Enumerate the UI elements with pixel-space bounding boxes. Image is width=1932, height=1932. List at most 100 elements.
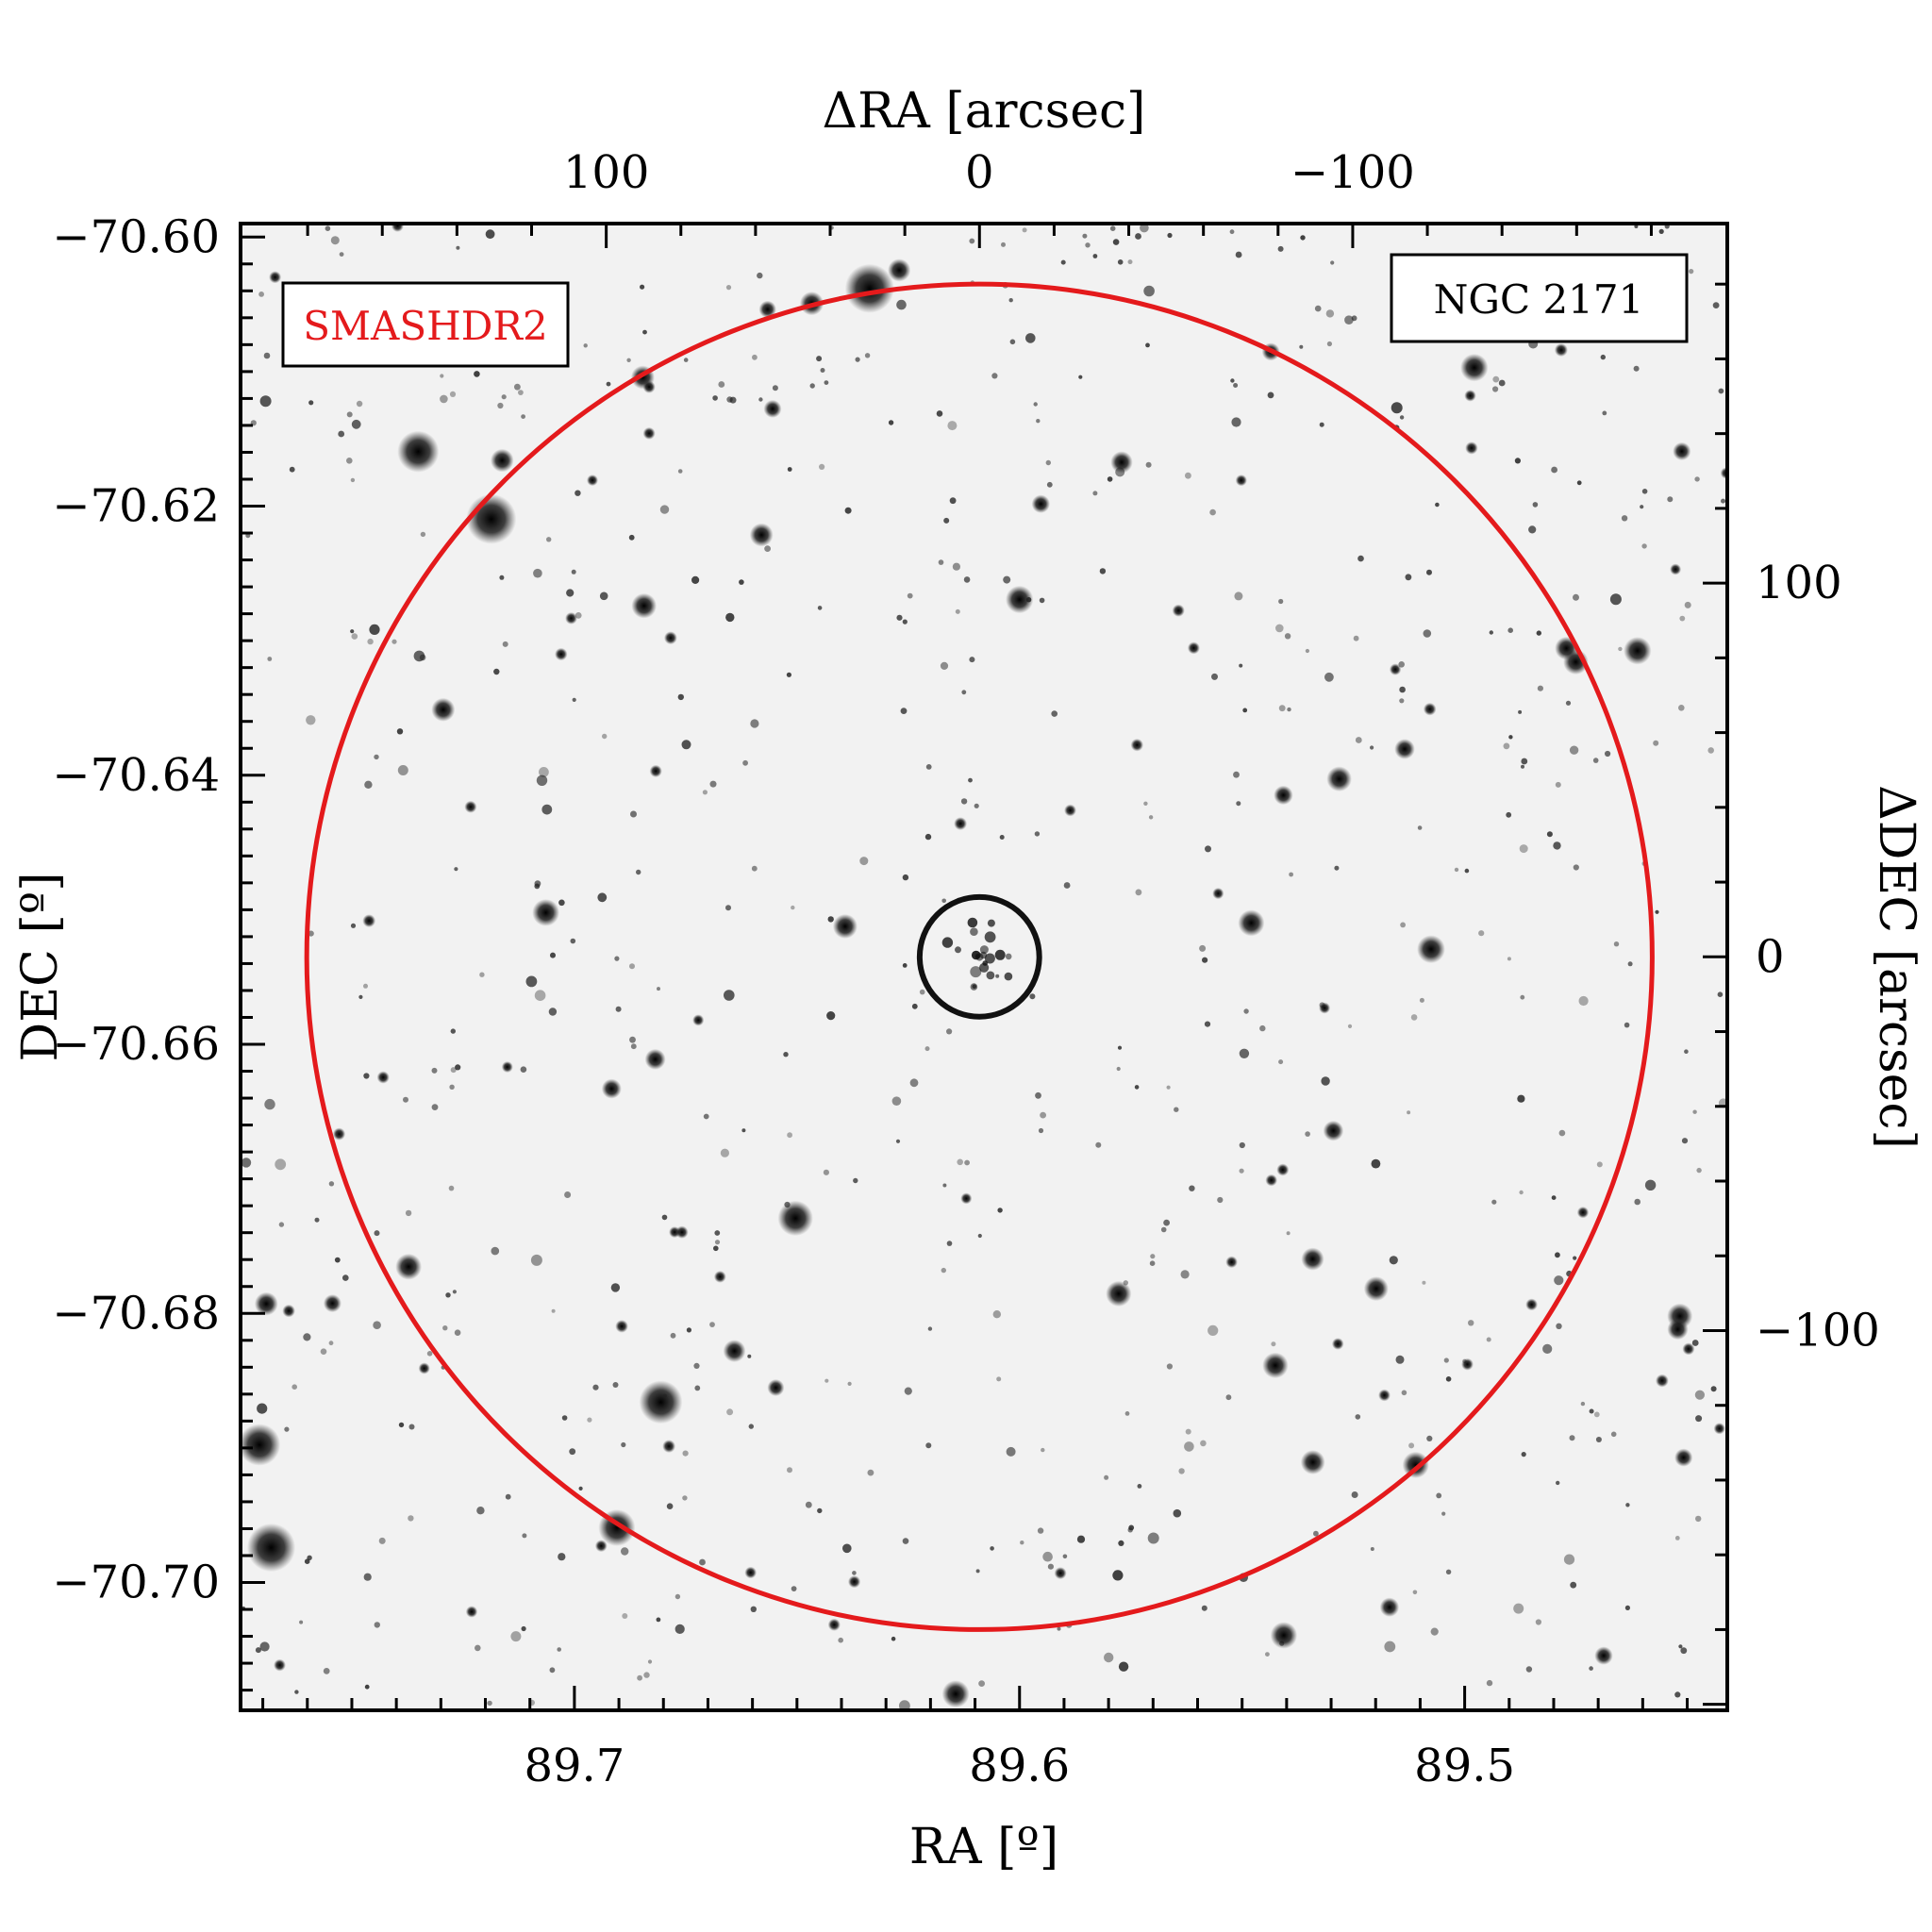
star bbox=[1441, 1511, 1446, 1516]
star bbox=[308, 400, 314, 406]
star bbox=[1124, 1411, 1130, 1416]
star bbox=[1323, 1120, 1344, 1141]
star bbox=[1035, 1091, 1041, 1099]
star bbox=[445, 1292, 451, 1298]
star bbox=[1225, 1256, 1238, 1269]
star bbox=[1205, 845, 1211, 853]
star bbox=[1558, 1129, 1566, 1137]
star bbox=[1319, 422, 1324, 427]
star bbox=[1422, 1280, 1426, 1285]
star bbox=[977, 1233, 982, 1239]
star bbox=[720, 1148, 730, 1158]
star bbox=[949, 497, 957, 505]
star bbox=[902, 1538, 909, 1544]
star bbox=[1092, 254, 1098, 258]
star bbox=[501, 1061, 513, 1073]
star bbox=[1115, 467, 1125, 477]
star bbox=[662, 1393, 667, 1398]
star bbox=[1325, 309, 1335, 318]
cluster-star bbox=[970, 966, 982, 978]
star bbox=[824, 380, 829, 385]
star bbox=[902, 963, 908, 968]
star bbox=[514, 383, 521, 391]
star bbox=[376, 1071, 390, 1084]
star bbox=[1148, 815, 1154, 820]
star bbox=[739, 579, 744, 585]
cluster-star bbox=[941, 937, 954, 948]
star bbox=[1569, 1435, 1575, 1441]
star bbox=[1656, 1374, 1669, 1388]
star bbox=[1478, 930, 1485, 937]
star bbox=[1618, 646, 1623, 652]
star bbox=[670, 1332, 676, 1339]
star bbox=[536, 774, 548, 786]
star bbox=[391, 224, 404, 232]
star bbox=[642, 426, 656, 440]
object-label: NGC 2171 bbox=[1434, 276, 1644, 323]
star bbox=[1551, 1195, 1557, 1200]
star bbox=[1407, 1110, 1411, 1115]
star bbox=[1278, 1059, 1284, 1065]
star bbox=[491, 1246, 500, 1256]
star bbox=[1300, 1450, 1325, 1474]
star bbox=[1117, 259, 1124, 265]
star bbox=[820, 368, 825, 373]
star bbox=[448, 1185, 455, 1191]
star bbox=[1423, 629, 1432, 638]
tick-labels: 89.7 89.6 89.5 −70.60 −70.62 −70.64 −70.66 −70.… bbox=[52, 146, 1879, 1792]
star bbox=[1326, 341, 1332, 347]
star bbox=[1555, 781, 1561, 788]
star bbox=[456, 245, 460, 250]
star bbox=[787, 467, 792, 472]
survey-label: SMASHDR2 bbox=[303, 303, 548, 349]
star bbox=[1398, 661, 1405, 668]
star bbox=[474, 371, 480, 377]
star bbox=[1110, 451, 1133, 474]
star bbox=[824, 1378, 829, 1383]
star bbox=[1537, 685, 1543, 691]
star bbox=[1344, 315, 1354, 325]
star bbox=[1001, 242, 1006, 247]
star bbox=[1621, 515, 1628, 522]
star bbox=[1025, 333, 1036, 343]
left-tick-label: −70.70 bbox=[52, 1557, 220, 1609]
star bbox=[328, 1181, 335, 1187]
survey-label-box: SMASHDR2 bbox=[281, 281, 570, 368]
star bbox=[957, 1158, 963, 1166]
star bbox=[742, 759, 748, 766]
star bbox=[1521, 1452, 1526, 1457]
star bbox=[726, 1408, 734, 1416]
star bbox=[1655, 909, 1659, 914]
star bbox=[395, 1253, 422, 1280]
star bbox=[723, 1340, 746, 1362]
star bbox=[817, 606, 823, 610]
star bbox=[1445, 1376, 1452, 1382]
star bbox=[1184, 1441, 1194, 1452]
star bbox=[691, 575, 700, 585]
star bbox=[1112, 239, 1120, 245]
star bbox=[626, 358, 631, 362]
star bbox=[1355, 737, 1362, 743]
star bbox=[1127, 1527, 1133, 1533]
star bbox=[902, 619, 908, 625]
star bbox=[1166, 1363, 1173, 1370]
star bbox=[1578, 995, 1589, 1007]
star bbox=[1464, 390, 1476, 402]
star bbox=[1305, 1131, 1310, 1137]
star bbox=[350, 629, 355, 634]
star bbox=[289, 466, 295, 473]
star bbox=[1135, 233, 1141, 240]
star bbox=[805, 1501, 812, 1508]
star bbox=[681, 740, 691, 750]
star bbox=[534, 990, 546, 1001]
star bbox=[1503, 742, 1510, 750]
star bbox=[555, 647, 568, 661]
star bbox=[844, 263, 894, 313]
star bbox=[1461, 1357, 1474, 1371]
star bbox=[1489, 630, 1494, 635]
star bbox=[306, 715, 316, 725]
star bbox=[612, 1382, 619, 1388]
left-tick-label: −70.66 bbox=[52, 1018, 220, 1071]
star bbox=[1513, 1603, 1524, 1614]
star bbox=[683, 358, 689, 362]
